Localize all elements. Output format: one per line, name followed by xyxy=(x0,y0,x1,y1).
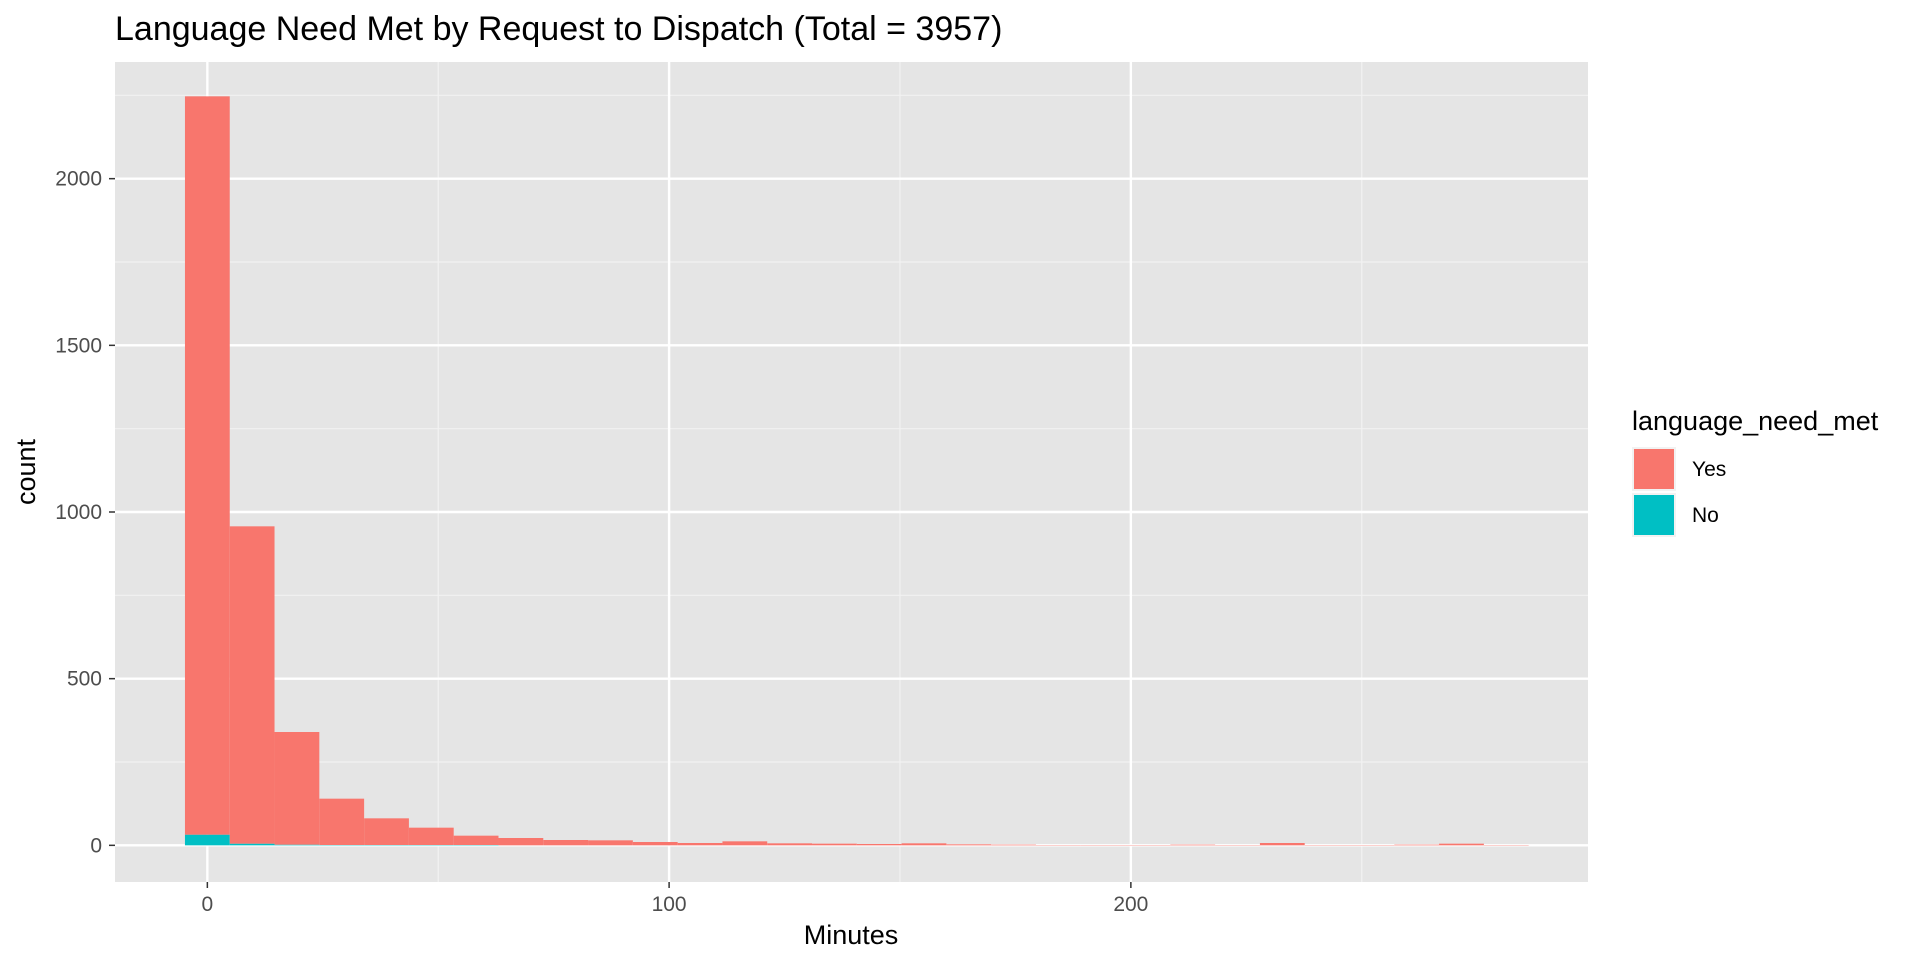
bar-yes xyxy=(946,844,992,846)
legend: language_need_met Yes No xyxy=(1632,406,1879,537)
bar-yes xyxy=(1439,843,1484,846)
chart-title: Language Need Met by Request to Dispatch… xyxy=(115,10,1002,48)
bar-no xyxy=(229,843,275,846)
bar-yes xyxy=(856,844,902,846)
legend-title: language_need_met xyxy=(1632,406,1879,436)
bar-yes xyxy=(364,818,409,845)
bar-yes xyxy=(543,840,589,846)
bar-yes xyxy=(1394,844,1440,846)
x-tick-label: 200 xyxy=(1113,893,1148,916)
bar-yes xyxy=(588,840,633,846)
bar-yes xyxy=(677,843,723,846)
minor-gridlines xyxy=(115,62,1588,882)
legend-key-no xyxy=(1634,495,1674,535)
x-axis-title: Minutes xyxy=(804,920,899,950)
bar-yes xyxy=(812,843,857,846)
bar-no xyxy=(274,844,320,846)
bar-yes xyxy=(632,842,678,846)
y-tick-label: 2000 xyxy=(55,168,102,191)
bar-yes xyxy=(274,732,320,845)
legend-label-no: No xyxy=(1692,504,1719,527)
bar-yes xyxy=(901,843,947,846)
y-axis-title: count xyxy=(11,438,41,505)
y-tick-label: 1500 xyxy=(55,334,102,357)
bar-yes xyxy=(991,844,1036,846)
legend-key-yes xyxy=(1634,449,1674,489)
bar-yes xyxy=(722,841,768,846)
bar-yes xyxy=(319,798,365,845)
x-tick-label: 0 xyxy=(202,893,214,916)
y-tick-label: 500 xyxy=(67,668,102,691)
bar-yes xyxy=(498,838,544,846)
bar-yes xyxy=(453,835,499,845)
x-tick-label: 100 xyxy=(652,893,687,916)
bar-yes xyxy=(1170,844,1216,846)
bar-yes xyxy=(1259,843,1305,846)
histogram-bars xyxy=(184,96,1529,846)
bar-yes xyxy=(767,843,813,846)
bar-yes xyxy=(229,526,275,844)
legend-label-yes: Yes xyxy=(1692,458,1726,481)
y-tick-label: 1000 xyxy=(55,501,102,524)
y-tick-label: 0 xyxy=(90,834,102,857)
bar-no xyxy=(184,834,230,846)
bar-yes xyxy=(408,827,454,845)
plot-panel xyxy=(115,62,1588,882)
bar-yes xyxy=(184,96,230,835)
